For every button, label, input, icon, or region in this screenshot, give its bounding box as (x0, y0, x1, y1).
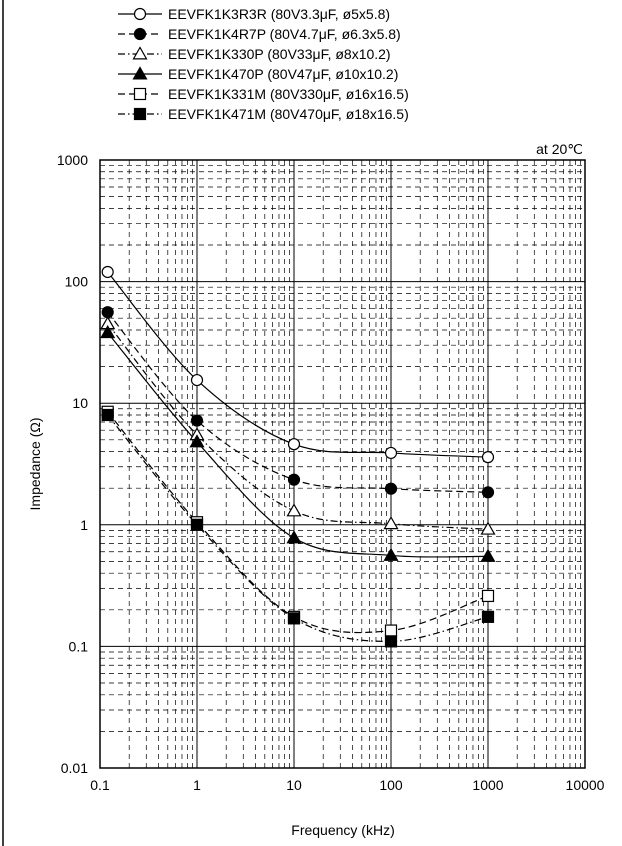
data-point (480, 521, 496, 535)
legend-entry: EEVFK1K330P (80V33μF, ø8x10.2) (168, 46, 391, 62)
data-point (384, 624, 398, 637)
legend: EEVFK1K3R3R (80V3.3μF, ø5x5.8) EEVFK1K4R7… (118, 6, 409, 122)
x-tick-label: 10000 (566, 777, 605, 793)
y-tick-label: 0.01 (61, 760, 88, 776)
series-line (107, 323, 489, 530)
data-point (133, 87, 147, 101)
data-point (481, 486, 495, 499)
data-point (287, 612, 301, 625)
data-point (384, 482, 398, 495)
data-point (383, 547, 399, 561)
data-point (190, 414, 204, 427)
y-tick-label: 1000 (57, 152, 88, 168)
data-point (481, 451, 495, 464)
data-point (100, 324, 116, 339)
data-point (286, 530, 302, 544)
data-point (481, 610, 495, 623)
y-tick-label: 100 (65, 274, 89, 290)
legend-entry: EEVFK1K3R3R (80V3.3μF, ø5x5.8) (168, 6, 390, 22)
data-point (132, 46, 148, 60)
data-point (384, 635, 398, 648)
x-tick-labels: 0.1 1 10 100 1000 10000 (90, 777, 604, 793)
series-markers (100, 265, 496, 648)
data-point (383, 516, 399, 530)
data-point (190, 518, 204, 531)
x-tick-label: 0.1 (90, 777, 110, 793)
temperature-annotation: at 20℃ (536, 141, 583, 157)
y-tick-label: 10 (72, 395, 88, 411)
data-point (287, 438, 301, 451)
data-point (480, 548, 496, 562)
series-line (107, 311, 489, 493)
data-point (286, 503, 302, 517)
data-point (384, 446, 398, 460)
data-point (190, 373, 204, 387)
legend-entry: EEVFK1K470P (80V47μF, ø10x10.2) (168, 66, 398, 82)
y-axis-label: Impedance (Ω) (27, 418, 43, 511)
data-point (133, 107, 147, 121)
data-point (132, 66, 148, 80)
data-point (101, 408, 114, 422)
data-point (133, 7, 147, 21)
x-tick-label: 100 (379, 777, 403, 793)
legend-entry: EEVFK1K4R7P (80V4.7μF, ø6.3x5.8) (168, 26, 401, 42)
legend-entry: EEVFK1K471M (80V470μF, ø18x16.5) (168, 106, 409, 122)
y-tick-label: 0.1 (69, 638, 89, 654)
y-tick-label: 1 (80, 517, 88, 533)
x-tick-label: 10 (286, 777, 302, 793)
data-point (133, 27, 147, 41)
x-tick-label: 1 (193, 777, 201, 793)
data-point (189, 434, 205, 448)
data-point (287, 473, 301, 486)
data-point (101, 265, 114, 279)
series-line (107, 332, 489, 558)
legend-entry: EEVFK1K331M (80V330μF, ø16x16.5) (168, 86, 409, 102)
x-tick-label: 1000 (472, 777, 503, 793)
data-point (481, 589, 495, 603)
plot-frame (99, 159, 586, 769)
y-tick-labels: 0.01 0.1 1 10 100 1000 (57, 152, 88, 776)
x-axis-label: Frequency (kHz) (291, 822, 394, 838)
